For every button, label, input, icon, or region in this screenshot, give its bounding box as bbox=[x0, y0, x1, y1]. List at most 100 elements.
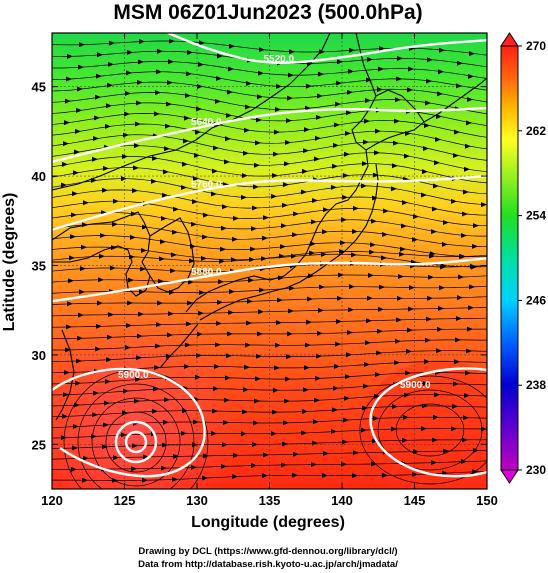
streamline-arrow bbox=[317, 93, 323, 99]
streamline-arrow bbox=[366, 77, 372, 83]
streamline-arrow bbox=[423, 381, 429, 387]
contour-label: 5760.0 bbox=[191, 179, 222, 190]
streamline-arrow bbox=[342, 439, 348, 445]
streamline-arrow bbox=[442, 470, 448, 476]
streamline-arrow bbox=[285, 376, 291, 382]
streamline-arrow bbox=[276, 83, 282, 89]
streamline-arrow bbox=[188, 279, 194, 285]
streamline-arrow bbox=[337, 59, 343, 65]
streamline-arrow bbox=[229, 289, 235, 295]
streamline-arrow bbox=[100, 233, 106, 239]
streamline-arrow bbox=[367, 295, 373, 301]
streamline-arrow bbox=[191, 221, 197, 227]
credit-data: Data from http://database.rish.kyoto-u.a… bbox=[138, 559, 398, 570]
streamline-arrow bbox=[443, 219, 449, 225]
streamline-arrow bbox=[224, 159, 230, 165]
streamline-arrow bbox=[363, 139, 369, 145]
warm-core-southeast bbox=[360, 360, 487, 489]
streamline-arrow bbox=[262, 473, 268, 479]
streamline-arrow bbox=[311, 462, 317, 468]
streamline-arrow bbox=[304, 127, 310, 133]
y-axis-label: Latitude (degrees) bbox=[1, 193, 18, 332]
streamline-arrow bbox=[302, 168, 308, 174]
streamline-arrow bbox=[362, 405, 368, 411]
streamline-arrow bbox=[337, 295, 343, 301]
streamline-arrow bbox=[136, 355, 142, 361]
streamline-arrow bbox=[134, 398, 140, 404]
streamline-arrow bbox=[154, 111, 160, 117]
streamline bbox=[52, 416, 487, 428]
streamline-arrow bbox=[139, 38, 145, 44]
streamline-arrow bbox=[202, 234, 208, 240]
streamline-arrow bbox=[431, 229, 437, 235]
streamline-arrow bbox=[432, 206, 438, 212]
streamline-arrow bbox=[125, 345, 131, 351]
streamline-arrow bbox=[309, 250, 315, 256]
streamline-arrow bbox=[436, 348, 442, 354]
streamline-arrow bbox=[332, 407, 338, 413]
streamline-arrow bbox=[332, 163, 338, 169]
streamline-arrow bbox=[222, 442, 228, 448]
streamline-arrow bbox=[61, 182, 67, 188]
streamline-arrow bbox=[283, 182, 289, 188]
streamline-arrow bbox=[383, 208, 389, 214]
streamline-arrow bbox=[245, 342, 251, 348]
coast-peninsula bbox=[149, 217, 195, 293]
streamline-arrow bbox=[193, 419, 199, 425]
streamline-arrow bbox=[412, 471, 418, 477]
streamline-arrow bbox=[165, 123, 171, 129]
streamline-arrow bbox=[163, 169, 169, 175]
streamline-arrow bbox=[121, 432, 127, 438]
streamline-arrow bbox=[242, 173, 248, 179]
contour-low-center-outer bbox=[114, 420, 158, 464]
streamline-arrow bbox=[379, 46, 385, 52]
streamline-arrow bbox=[345, 130, 351, 136]
streamline-arrow bbox=[75, 128, 81, 134]
contour-label: 5640.0 bbox=[191, 117, 222, 128]
streamline-arrow bbox=[364, 361, 370, 367]
streamline-arrow bbox=[288, 72, 294, 78]
streamline-arrow bbox=[163, 419, 169, 425]
streamline-arrow bbox=[105, 378, 111, 384]
streamline-arrow bbox=[374, 150, 380, 156]
streamline-arrow bbox=[113, 455, 119, 461]
streamline-arrow bbox=[286, 354, 292, 360]
colorbar-tick-label: 246 bbox=[526, 293, 546, 307]
x-tick-label: 130 bbox=[186, 493, 208, 508]
streamline bbox=[52, 439, 487, 450]
streamline-arrow bbox=[186, 321, 192, 327]
streamline-arrow bbox=[301, 189, 307, 195]
streamline-arrow bbox=[342, 194, 348, 200]
streamline-arrow bbox=[433, 183, 439, 189]
streamline-arrow bbox=[227, 89, 233, 95]
streamline-arrow bbox=[183, 138, 189, 144]
streamline-arrow bbox=[334, 363, 340, 369]
streamline-arrow bbox=[155, 90, 161, 96]
streamline-arrow bbox=[167, 80, 173, 86]
streamline-arrow bbox=[232, 236, 238, 242]
streamline-arrow bbox=[352, 473, 358, 479]
streamline-arrow bbox=[92, 412, 98, 418]
streamline-arrow bbox=[331, 429, 337, 435]
streamline-arrow bbox=[70, 234, 76, 240]
x-tick-label: 145 bbox=[404, 493, 426, 508]
streamline-arrow bbox=[454, 129, 460, 135]
streamline-arrow bbox=[248, 277, 254, 283]
streamline-arrow bbox=[242, 409, 248, 415]
streamline-arrow bbox=[73, 424, 79, 430]
streamline-arrow bbox=[203, 453, 209, 459]
coast-taiwan bbox=[55, 329, 75, 421]
streamline-arrow bbox=[164, 146, 170, 152]
streamline-arrow bbox=[470, 263, 476, 269]
streamline-arrow bbox=[437, 91, 443, 97]
streamline-arrow bbox=[232, 474, 238, 480]
streamline-arrow bbox=[221, 463, 227, 469]
streamline-arrow bbox=[402, 437, 408, 443]
streamline-arrow bbox=[191, 464, 197, 470]
streamline-arrow bbox=[217, 299, 223, 305]
streamline-arrow bbox=[293, 451, 299, 457]
streamline-arrow bbox=[376, 350, 382, 356]
streamline-arrow bbox=[435, 137, 441, 143]
streamline-arrow bbox=[212, 408, 218, 414]
